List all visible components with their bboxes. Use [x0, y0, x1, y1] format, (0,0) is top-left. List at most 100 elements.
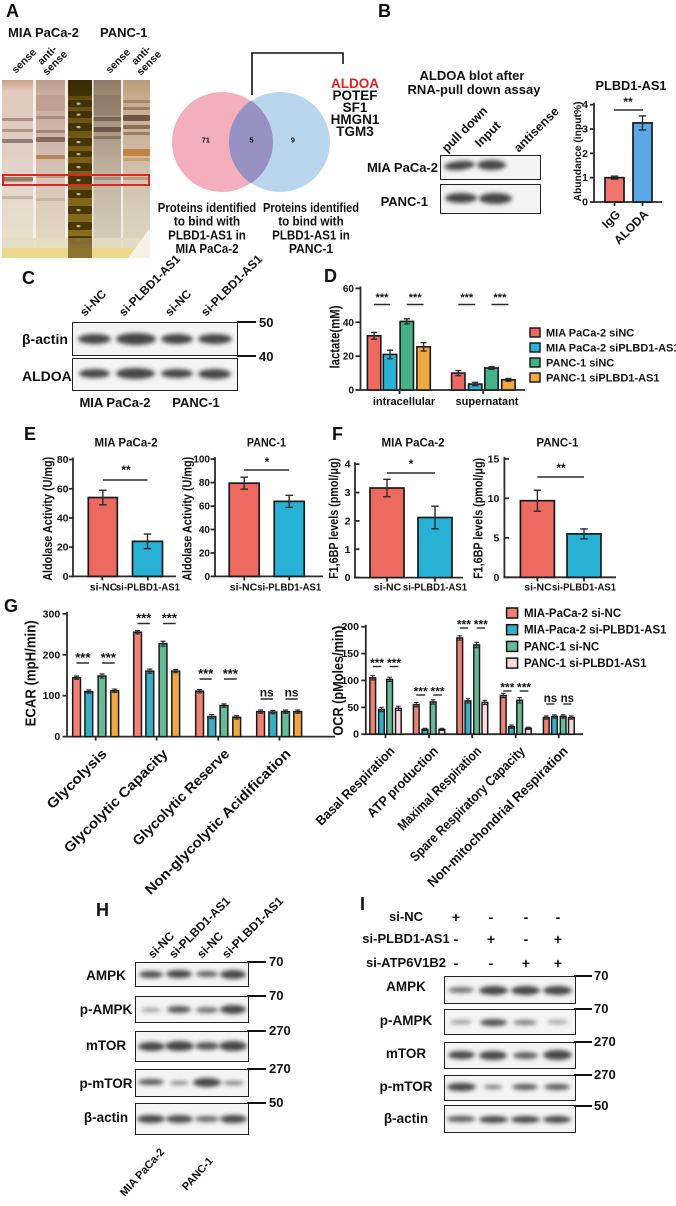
svg-text:PANC-1 siPLBD1-AS1: PANC-1 siPLBD1-AS1	[546, 373, 660, 385]
svg-text:20: 20	[199, 548, 211, 559]
svg-text:PLBD1-AS1 in: PLBD1-AS1 in	[168, 228, 246, 242]
svg-text:10: 10	[488, 493, 500, 505]
svg-text:4: 4	[582, 99, 588, 111]
svg-text:0: 0	[345, 572, 351, 584]
svg-text:MIA PaCa-2 siPLBD1-AS1: MIA PaCa-2 siPLBD1-AS1	[546, 343, 676, 355]
svg-text:5: 5	[493, 532, 499, 544]
svg-text:Aldolase Activity (U/mg): Aldolase Activity (U/mg)	[41, 457, 55, 581]
svg-text:**: **	[556, 461, 566, 475]
svg-text:40: 40	[57, 512, 69, 524]
svg-text:PANC-1 si-NC: PANC-1 si-NC	[524, 641, 599, 653]
svg-text:***: ***	[198, 666, 214, 681]
svg-text:200: 200	[43, 649, 61, 661]
svg-text:***: ***	[136, 611, 152, 626]
svg-text:0: 0	[54, 731, 60, 743]
svg-text:100: 100	[341, 675, 359, 687]
svg-text:**: **	[121, 463, 131, 477]
svg-text:F1,6BP levels (pmol/μg): F1,6BP levels (pmol/μg)	[327, 458, 341, 579]
svg-text:si-NC: si-NC	[524, 582, 552, 594]
svg-text:si-PLBD1-AS1: si-PLBD1-AS1	[116, 582, 180, 594]
svg-text:80: 80	[199, 478, 211, 489]
svg-text:Proteins identified: Proteins identified	[158, 201, 256, 215]
svg-text:2: 2	[582, 148, 588, 160]
svg-text:*: *	[265, 455, 270, 469]
svg-text:PLBD1-AS1: PLBD1-AS1	[596, 78, 667, 93]
svg-text:PLBD1-AS1 in: PLBD1-AS1 in	[272, 228, 350, 242]
svg-text:PANC-1 siNC: PANC-1 siNC	[546, 358, 614, 370]
svg-text:**: **	[623, 95, 633, 109]
svg-text:2: 2	[345, 515, 351, 527]
svg-text:***: ***	[75, 650, 91, 665]
svg-text:***: ***	[376, 292, 390, 304]
svg-text:*: *	[409, 457, 414, 471]
svg-text:4: 4	[345, 459, 351, 471]
svg-text:si-NC: si-NC	[230, 582, 258, 594]
svg-text:MIA-Paca-2 si-PLBD1-AS1: MIA-Paca-2 si-PLBD1-AS1	[524, 625, 667, 637]
svg-text:***: ***	[414, 685, 428, 699]
svg-text:si-PLBD1-AS1: si-PLBD1-AS1	[552, 582, 616, 594]
svg-text:si-NC: si-NC	[90, 582, 118, 594]
svg-text:ns: ns	[544, 693, 557, 705]
svg-text:15: 15	[488, 453, 500, 465]
svg-text:60: 60	[57, 483, 69, 495]
svg-text:5: 5	[249, 135, 253, 144]
svg-text:3: 3	[582, 124, 588, 136]
svg-text:0: 0	[63, 571, 69, 583]
svg-text:40: 40	[343, 318, 355, 329]
svg-text:60: 60	[199, 502, 211, 513]
svg-text:MIA PaCa-2: MIA PaCa-2	[382, 436, 445, 450]
svg-text:MIA PaCa-2: MIA PaCa-2	[95, 436, 158, 450]
svg-text:20: 20	[343, 352, 355, 363]
svg-text:MIA-PaCa-2 si-NC: MIA-PaCa-2 si-NC	[524, 608, 621, 620]
svg-text:to bind with: to bind with	[174, 215, 240, 229]
svg-text:0: 0	[348, 386, 354, 397]
svg-text:F1,6BP levels (pmol/μg): F1,6BP levels (pmol/μg)	[471, 458, 485, 579]
svg-text:0: 0	[204, 572, 210, 583]
svg-text:to bind with: to bind with	[278, 215, 343, 229]
svg-text:lactate(mM): lactate(mM)	[327, 306, 343, 369]
svg-text:***: ***	[162, 611, 178, 626]
svg-text:1: 1	[582, 172, 588, 184]
svg-text:***: ***	[387, 656, 401, 670]
svg-text:71: 71	[202, 135, 210, 144]
svg-text:100: 100	[43, 690, 61, 702]
svg-text:0: 0	[582, 197, 588, 209]
svg-text:si-PLBD1-AS1: si-PLBD1-AS1	[403, 582, 467, 594]
svg-text:Glycolytic Capacity: Glycolytic Capacity	[60, 745, 170, 855]
svg-text:3: 3	[345, 487, 351, 499]
svg-text:***: ***	[460, 292, 474, 304]
svg-text:***: ***	[409, 292, 423, 304]
svg-text:300: 300	[43, 608, 61, 620]
svg-text:***: ***	[517, 681, 531, 695]
svg-text:60: 60	[343, 284, 355, 295]
svg-text:***: ***	[457, 618, 471, 632]
svg-text:50: 50	[347, 702, 359, 714]
svg-text:supernatant: supernatant	[456, 396, 519, 408]
svg-text:Glycolysis: Glycolysis	[43, 745, 110, 812]
svg-text:ns: ns	[561, 693, 574, 705]
svg-text:80: 80	[57, 454, 69, 466]
svg-text:0: 0	[493, 572, 499, 584]
svg-text:***: ***	[370, 656, 384, 670]
svg-text:***: ***	[223, 666, 239, 681]
svg-text:si-NC: si-NC	[374, 582, 402, 594]
svg-text:MIA PaCa-2: MIA PaCa-2	[175, 242, 238, 256]
svg-text:150: 150	[341, 648, 359, 660]
svg-text:PANC-1: PANC-1	[289, 242, 333, 256]
svg-text:PANC-1: PANC-1	[247, 436, 286, 450]
svg-text:***: ***	[474, 618, 488, 632]
svg-text:Proteins identified: Proteins identified	[263, 201, 359, 215]
svg-text:ECAR (mpH/min): ECAR (mpH/min)	[23, 620, 40, 726]
svg-text:Abundance (input%): Abundance (input%)	[572, 102, 584, 202]
svg-text:OCR (pMoles/min): OCR (pMoles/min)	[330, 626, 347, 736]
svg-text:ns: ns	[285, 686, 299, 700]
svg-text:si-PLBD1-AS1: si-PLBD1-AS1	[257, 582, 321, 594]
svg-text:Aldolase Activity (U/mg): Aldolase Activity (U/mg)	[181, 457, 195, 581]
svg-text:1: 1	[345, 544, 351, 556]
svg-text:PANC-1 si-PLBD1-AS1: PANC-1 si-PLBD1-AS1	[524, 658, 647, 670]
svg-text:ns: ns	[260, 686, 274, 700]
svg-text:Maximal Respiration: Maximal Respiration	[395, 744, 485, 834]
svg-text:40: 40	[199, 525, 211, 536]
svg-text:0: 0	[353, 729, 359, 741]
svg-text:intracellular: intracellular	[373, 396, 436, 408]
